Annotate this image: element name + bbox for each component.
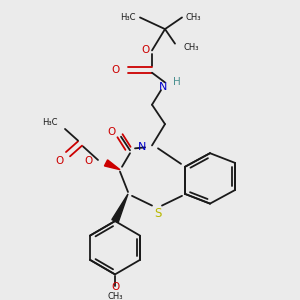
Text: O: O [55, 156, 63, 166]
Text: O: O [108, 127, 116, 137]
Text: N: N [159, 82, 167, 92]
Polygon shape [112, 194, 128, 223]
Text: O: O [111, 282, 119, 292]
Text: S: S [154, 207, 162, 220]
Text: N: N [138, 142, 146, 152]
Text: CH₃: CH₃ [107, 292, 123, 300]
Text: H: H [173, 77, 181, 87]
Text: CH₃: CH₃ [183, 43, 199, 52]
Text: H₃C: H₃C [43, 118, 58, 127]
Text: CH₃: CH₃ [186, 13, 202, 22]
Text: O: O [112, 65, 120, 75]
Text: O: O [85, 156, 93, 166]
Polygon shape [104, 160, 120, 170]
Text: H₃C: H₃C [121, 13, 136, 22]
Text: O: O [141, 45, 149, 56]
